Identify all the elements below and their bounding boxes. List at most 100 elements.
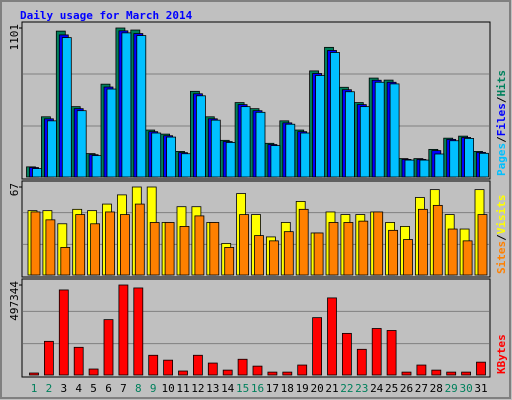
bar: [404, 159, 415, 178]
x-tick-label: 15: [236, 382, 249, 395]
bar: [327, 297, 337, 376]
panel-frame: [21, 180, 491, 278]
bar: [103, 319, 114, 376]
x-tick-label: 19: [296, 382, 309, 395]
bar: [75, 214, 86, 276]
legend: Pages/Files/Hits: [495, 70, 508, 176]
x-tick-label: 20: [310, 382, 323, 395]
bar: [179, 226, 190, 276]
x-tick-label: 2: [46, 382, 53, 395]
bar: [297, 364, 308, 376]
legend-entry: Hits: [495, 70, 508, 97]
x-tick-label: 5: [90, 382, 97, 395]
x-tick-label: 30: [459, 382, 472, 395]
bar: [298, 208, 309, 276]
bar: [389, 83, 400, 178]
x-tick-label: 18: [281, 382, 294, 395]
bar: [209, 222, 220, 276]
bar: [181, 153, 191, 178]
bar: [461, 371, 472, 376]
bar: [267, 371, 278, 376]
bar: [134, 203, 145, 276]
bar: [434, 153, 445, 178]
x-tick-label: 16: [251, 382, 264, 395]
y-tick-label: 67: [8, 183, 21, 196]
bar: [417, 208, 428, 276]
bar: [374, 81, 385, 178]
x-tick-label: 10: [161, 382, 174, 395]
bar: [358, 220, 369, 276]
bar: [73, 346, 84, 376]
bar: [58, 289, 69, 376]
bar: [371, 328, 382, 376]
x-tick-label: 23: [355, 382, 368, 395]
bar: [447, 228, 458, 276]
bar: [300, 132, 311, 178]
x-tick-label: 14: [221, 382, 235, 395]
bar: [76, 110, 87, 178]
bar: [476, 361, 486, 376]
x-tick-label: 31: [474, 382, 487, 395]
bar: [356, 348, 367, 376]
bar: [373, 211, 384, 276]
bar: [224, 247, 235, 276]
legend-separator: /: [495, 96, 508, 103]
bar: [136, 35, 147, 178]
bar: [105, 211, 115, 276]
bar: [210, 119, 221, 178]
x-tick-label: 7: [120, 382, 127, 395]
x-tick-label: 9: [150, 382, 157, 395]
legend-entry: Pages: [495, 143, 508, 176]
bar: [462, 240, 473, 276]
bar: [239, 214, 250, 276]
x-tick-label: 22: [340, 382, 353, 395]
bar: [446, 371, 457, 376]
bar: [431, 369, 442, 376]
bar: [341, 332, 352, 376]
bar: [60, 247, 71, 276]
bar: [44, 340, 54, 376]
bar: [121, 32, 132, 178]
x-tick-label: 29: [445, 382, 458, 395]
bar: [90, 223, 100, 276]
bar: [118, 284, 129, 376]
panel-frame: [21, 21, 491, 180]
bar: [479, 152, 489, 178]
bar: [151, 132, 162, 178]
bar: [403, 239, 413, 276]
bar: [359, 106, 370, 178]
bar: [343, 222, 354, 276]
bar: [477, 214, 488, 276]
x-tick-label: 26: [400, 382, 413, 395]
bar: [330, 52, 340, 178]
x-tick-label: 1: [31, 382, 38, 395]
bar: [401, 371, 412, 376]
x-tick-label: 27: [415, 382, 428, 395]
bar: [163, 359, 174, 376]
x-tick-label: 12: [191, 382, 204, 395]
bar: [386, 330, 397, 376]
y-tick-label: 497344: [8, 281, 21, 321]
legend: Sites/Visits: [495, 195, 508, 275]
bar: [91, 155, 102, 178]
bar: [45, 219, 56, 276]
legend-separator: /: [495, 136, 508, 143]
bar: [282, 371, 293, 376]
x-tick-label: 24: [370, 382, 384, 395]
bar: [47, 120, 57, 178]
bar: [432, 204, 443, 276]
legend-entry: Files: [495, 103, 508, 136]
bar: [270, 145, 281, 178]
x-tick-label: 3: [60, 382, 67, 395]
x-tick-label: 4: [75, 382, 82, 395]
bar: [133, 287, 144, 376]
x-tick-label: 25: [385, 382, 398, 395]
bar: [164, 222, 175, 276]
bar: [252, 365, 263, 376]
bar: [312, 317, 323, 376]
bar: [207, 362, 218, 376]
bar: [344, 91, 355, 178]
bar: [449, 140, 460, 178]
legend-entry: KBytes: [495, 334, 508, 374]
